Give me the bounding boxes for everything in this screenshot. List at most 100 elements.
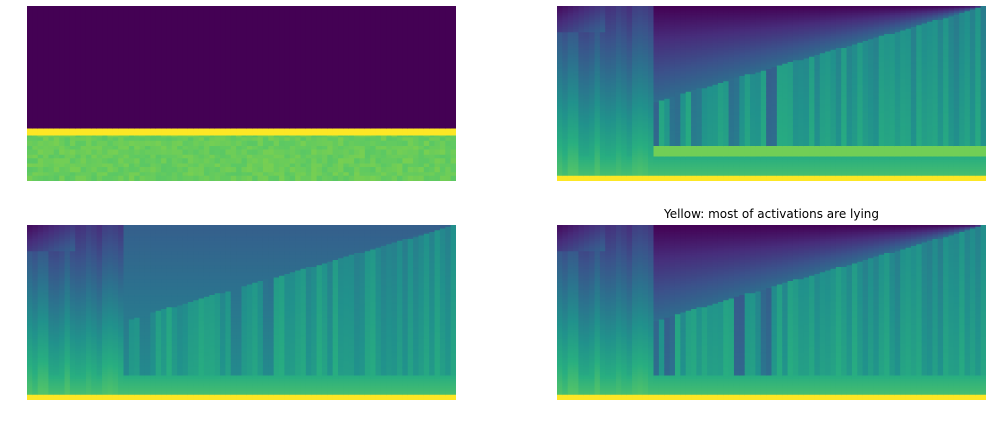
heatmap-cell [674,133,681,138]
heatmap-cell [648,86,655,89]
heatmap-cell [691,144,698,147]
heatmap-cell [589,160,596,163]
heatmap-cell [712,123,719,131]
heatmap-cell [744,175,751,181]
heatmap-cell [605,90,612,93]
heatmap-cell [118,158,125,165]
heatmap-cell [599,37,606,40]
heatmap-cell [64,6,71,130]
heatmap-cell [782,156,789,159]
heatmap-cell [760,62,767,65]
heatmap-cell [594,37,601,40]
heatmap-cell [599,142,606,145]
heatmap-cell [637,16,644,19]
heatmap-cell [214,163,221,168]
heatmap-cell [225,154,232,159]
heatmap-cell [32,172,39,177]
heatmap-cell [685,56,692,60]
heatmap-cell [653,156,660,159]
heatmap-cell [610,21,617,25]
heatmap-cell [632,16,639,19]
heatmap-cell [434,128,441,137]
heatmap-cell [717,14,724,18]
heatmap-cell [680,165,687,168]
heatmap-cell [359,135,366,138]
heatmap-cell [723,35,730,39]
heatmap-cell [626,132,633,135]
heatmap-cell [685,69,692,72]
heatmap-cell [674,14,681,18]
heatmap-cell [429,140,436,147]
heatmap-cell [557,121,563,124]
heatmap-cell [53,154,60,159]
heatmap-cell [573,158,580,161]
heatmap-cell [161,6,168,130]
heatmap-cell [43,158,50,165]
heatmap-cell [573,102,580,105]
heatmap-cell [632,133,639,137]
heatmap-cell [685,112,692,119]
heatmap-cell [589,158,596,161]
heatmap-cell [583,168,590,172]
heatmap-cell [583,154,590,158]
heatmap-cell [782,67,789,70]
heatmap-cell [348,140,355,147]
heatmap-cell [615,55,622,58]
heatmap-cell [557,11,563,14]
heatmap-cell [803,62,810,68]
heatmap-cell [599,49,606,53]
heatmap-cell [733,160,740,163]
heatmap-cell [610,76,617,79]
heatmap-cell [332,167,339,173]
heatmap-cell [658,63,665,67]
heatmap-cell [712,90,719,93]
heatmap-cell [96,137,103,142]
heatmap-cell [642,32,649,35]
heatmap-cell [236,128,243,137]
heatmap-cell [712,156,719,159]
heatmap-cell [621,49,628,53]
heatmap-cell [567,107,574,110]
heatmap-cell [803,160,810,163]
heatmap-cell [573,39,580,42]
heatmap-cell [567,146,574,149]
heatmap-cell [562,91,569,95]
heatmap-cell [776,95,783,98]
heatmap-cell [573,23,580,26]
heatmap-cell [766,13,773,16]
heatmap-cell [583,165,590,168]
heatmap-cell [744,98,751,107]
heatmap-cell [809,140,815,147]
heatmap-cell [782,48,789,51]
heatmap-cell [626,91,633,95]
heatmap-cell [669,77,676,81]
heatmap-cell [610,114,617,117]
heatmap-cell [744,28,751,32]
heatmap-cell [599,104,606,107]
heatmap-cell [589,88,596,91]
heatmap-cell [610,163,617,166]
heatmap-cell [599,153,606,156]
heatmap-cell [653,76,660,79]
heatmap-cell [348,154,355,159]
heatmap-cell [658,146,665,158]
heatmap-cell [798,18,805,21]
heatmap-cell [766,23,773,26]
heatmap-cell [723,109,730,112]
heatmap-cell [782,42,789,46]
heatmap-cell [621,130,628,133]
heatmap-cell [723,6,730,9]
heatmap-cell [359,158,366,165]
heatmap-cell [599,154,606,158]
heatmap-cell [803,35,810,39]
heatmap-cell [589,133,596,137]
heatmap-cell [760,58,767,61]
heatmap-cell [696,56,703,60]
heatmap-cell [642,44,649,47]
heatmap-cell [615,88,622,91]
heatmap-cell [364,158,371,165]
heatmap-cell [594,156,601,159]
heatmap-cell [728,132,735,138]
heatmap-cell [573,125,580,128]
heatmap-cell [348,172,355,177]
